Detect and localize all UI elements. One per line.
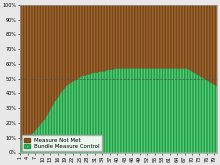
Legend: Measure Not Met, Bundle Measure Control: Measure Not Met, Bundle Measure Control [22,135,102,151]
